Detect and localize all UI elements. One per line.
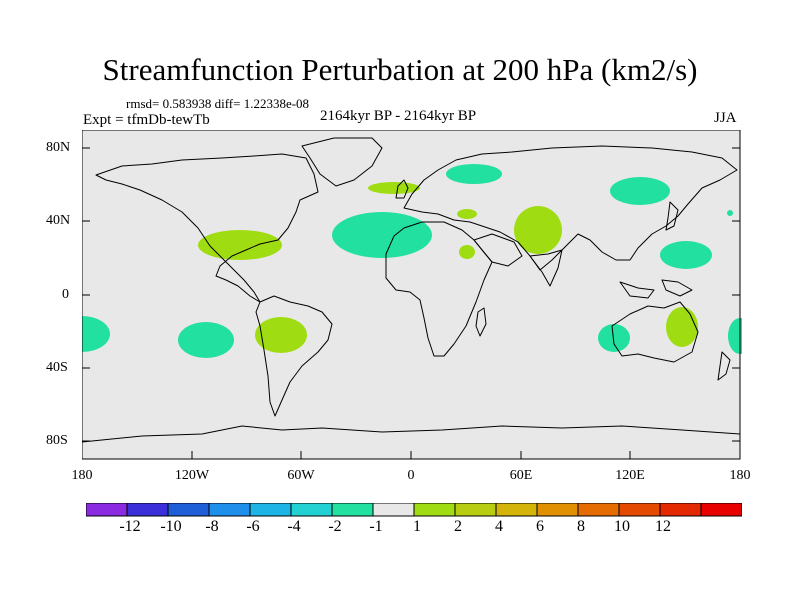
coast-madagascar	[475, 307, 487, 337]
pos-patch-australia	[666, 307, 698, 347]
neg-patch-north-atlantic	[332, 212, 432, 258]
colorbar-label: 8	[577, 518, 585, 535]
colorbar-box	[331, 503, 374, 517]
pos-patch-north-america	[198, 230, 282, 260]
coast-se-asia-islands	[619, 279, 693, 299]
x-tick-120e: 120E	[615, 468, 645, 483]
experiment-label: Expt = tfmDb-tewTb	[83, 112, 210, 128]
coast-north-america	[95, 153, 319, 303]
pos-patch-south-america	[255, 317, 307, 353]
neg-patch-south-pacific	[178, 322, 234, 358]
coast-australia	[611, 301, 699, 363]
colorbar-box	[700, 503, 742, 517]
pos-patch-red-sea	[459, 245, 475, 259]
stats-subtitle: rmsd= 0.583938 diff= 1.22338e-08	[126, 96, 310, 111]
world-map	[82, 130, 742, 460]
coast-uk	[395, 179, 409, 199]
anomaly-patches	[82, 164, 742, 358]
colorbar-box	[454, 503, 497, 517]
coast-africa	[385, 221, 493, 357]
colorbar-label: 10	[614, 518, 630, 535]
x-tick-180w: 180	[71, 468, 93, 483]
colorbar-box	[618, 503, 661, 517]
colorbar-box	[659, 503, 702, 517]
pos-patch-black-sea	[457, 209, 477, 219]
colorbar-box	[372, 503, 415, 517]
pos-patch-north-atlantic	[368, 182, 420, 194]
colorbar-label: 12	[655, 518, 671, 535]
neg-patch-west-pacific	[660, 241, 712, 269]
chart-title: Streamfunction Perturbation at 200 hPa (…	[102, 52, 698, 87]
colorbar-box	[290, 503, 333, 517]
colorbar	[86, 503, 742, 517]
neg-patch-north-pacific-small	[727, 210, 733, 216]
y-tick-0: 0	[62, 287, 69, 302]
neg-patch-east-asia	[610, 177, 670, 205]
colorbar-box	[495, 503, 538, 517]
neg-patch-east-edge	[728, 318, 742, 354]
x-tick-60e: 60E	[509, 468, 533, 483]
colorbar-box	[249, 503, 292, 517]
pos-patch-central-asia	[514, 206, 562, 254]
colorbar-box	[208, 503, 251, 517]
colorbar-label: -8	[205, 518, 219, 535]
coast-japan	[665, 201, 679, 231]
y-tick-80n: 80N	[46, 140, 71, 155]
colorbar-label: -2	[328, 518, 342, 535]
neg-patch-indian-ocean	[598, 324, 630, 352]
x-tick-60w: 60W	[287, 468, 315, 483]
colorbar-box	[577, 503, 620, 517]
x-tick-120w: 120W	[174, 468, 210, 483]
colorbar-label: -10	[160, 518, 182, 535]
y-tick-40n: 40N	[46, 213, 71, 228]
tick-marks	[82, 147, 740, 459]
x-tick-180e: 180	[729, 468, 751, 483]
colorbar-label: 6	[536, 518, 544, 535]
colorbar-box	[86, 503, 128, 517]
neg-patch-sw-pacific-west	[82, 316, 110, 352]
coast-south-america	[255, 295, 333, 417]
y-tick-80s: 80S	[46, 433, 68, 448]
colorbar-label: -4	[287, 518, 301, 535]
colorbar-box	[413, 503, 456, 517]
colorbar-label: 1	[413, 518, 421, 535]
colorbar-label: -12	[119, 518, 141, 535]
colorbar-box	[167, 503, 210, 517]
colorbar-box	[536, 503, 579, 517]
period-subtitle: 2164kyr BP - 2164kyr BP	[320, 108, 477, 124]
season-label: JJA	[714, 110, 737, 126]
y-tick-40s: 40S	[46, 360, 68, 375]
coast-arabia	[473, 233, 523, 267]
coast-india	[529, 249, 563, 287]
coast-new-zealand	[717, 351, 731, 381]
coast-greenland	[301, 137, 383, 187]
colorbar-label: 4	[495, 518, 503, 535]
coast-antarctica	[82, 425, 741, 443]
colorbar-box	[126, 503, 169, 517]
neg-patch-scandinavia	[446, 164, 502, 184]
coast-eurasia	[403, 145, 738, 271]
colorbar-label: -6	[246, 518, 260, 535]
x-tick-0: 0	[407, 468, 415, 483]
colorbar-label: -1	[369, 518, 383, 535]
colorbar-label: 2	[454, 518, 462, 535]
coastlines	[82, 137, 741, 443]
